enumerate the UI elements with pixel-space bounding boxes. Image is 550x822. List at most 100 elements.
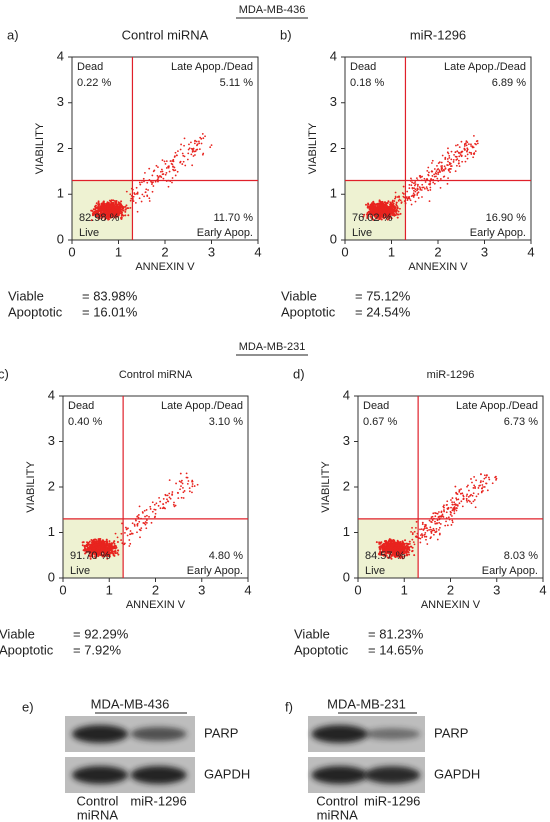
event-dot bbox=[423, 528, 425, 531]
event-dot bbox=[380, 218, 383, 221]
event-dot bbox=[394, 191, 397, 194]
event-dot bbox=[113, 199, 116, 202]
event-dot bbox=[174, 151, 177, 154]
event-dot bbox=[478, 484, 480, 487]
protein-label: PARP bbox=[204, 725, 238, 740]
x-tick-label: 2 bbox=[447, 582, 454, 597]
event-dot bbox=[114, 212, 117, 215]
y-tick-label: 0 bbox=[48, 569, 55, 584]
event-dot bbox=[174, 174, 177, 177]
event-dot bbox=[88, 548, 91, 551]
event-dot bbox=[145, 509, 148, 511]
event-dot bbox=[382, 547, 385, 550]
event-dot bbox=[105, 551, 108, 554]
event-dot bbox=[461, 505, 464, 508]
event-dot bbox=[171, 491, 174, 493]
event-dot bbox=[421, 523, 424, 526]
event-dot bbox=[373, 213, 376, 216]
event-dot bbox=[372, 200, 375, 203]
event-dot bbox=[435, 172, 438, 175]
event-dot bbox=[392, 206, 395, 209]
event-dot bbox=[464, 142, 467, 145]
stat-label: Apoptotic bbox=[281, 304, 336, 319]
event-dot bbox=[398, 195, 400, 198]
event-dot bbox=[423, 177, 426, 180]
event-dot bbox=[198, 148, 201, 151]
event-dot bbox=[438, 521, 441, 524]
event-dot bbox=[195, 148, 198, 151]
event-dot bbox=[180, 485, 182, 488]
y-tick-label: 4 bbox=[48, 387, 55, 402]
event-dot bbox=[104, 543, 107, 546]
event-dot bbox=[401, 557, 404, 560]
event-dot bbox=[419, 188, 422, 191]
event-dot bbox=[480, 491, 483, 494]
event-dot bbox=[378, 204, 381, 207]
event-dot bbox=[112, 207, 115, 210]
event-dot bbox=[193, 142, 196, 145]
event-dot bbox=[399, 544, 402, 547]
event-dot bbox=[173, 166, 176, 169]
event-dot bbox=[430, 528, 432, 531]
stat-label: Apoptotic bbox=[8, 304, 63, 319]
event-dot bbox=[443, 506, 445, 509]
event-dot bbox=[148, 197, 151, 200]
event-dot bbox=[99, 554, 102, 557]
event-dot bbox=[467, 143, 470, 146]
event-dot bbox=[466, 153, 469, 156]
event-dot bbox=[472, 492, 475, 495]
event-dot bbox=[444, 524, 447, 527]
event-dot bbox=[176, 491, 179, 494]
event-dot bbox=[159, 507, 162, 510]
event-dot bbox=[451, 501, 454, 504]
event-dot bbox=[482, 486, 484, 488]
event-dot bbox=[395, 212, 398, 215]
event-dot bbox=[447, 152, 450, 155]
event-dot bbox=[118, 204, 121, 207]
event-dot bbox=[434, 522, 437, 525]
event-dot bbox=[407, 196, 410, 199]
event-dot bbox=[436, 164, 438, 167]
event-dot bbox=[382, 212, 385, 215]
event-dot bbox=[408, 553, 411, 556]
event-dot bbox=[474, 506, 477, 509]
event-dot bbox=[85, 545, 88, 548]
event-dot bbox=[427, 166, 430, 169]
event-dot bbox=[138, 197, 141, 200]
event-dot bbox=[137, 513, 140, 516]
event-dot bbox=[88, 540, 91, 543]
event-dot bbox=[458, 165, 461, 168]
event-dot bbox=[392, 210, 395, 213]
x-tick-label: 1 bbox=[115, 244, 122, 259]
event-dot bbox=[192, 150, 195, 152]
event-dot bbox=[419, 528, 421, 531]
event-dot bbox=[107, 551, 110, 554]
stat-label: Apoptotic bbox=[294, 642, 349, 657]
event-dot bbox=[88, 543, 91, 546]
event-dot bbox=[149, 505, 152, 508]
event-dot bbox=[408, 184, 411, 186]
event-dot bbox=[449, 165, 452, 167]
event-dot bbox=[382, 207, 385, 210]
event-dot bbox=[101, 216, 104, 219]
event-dot bbox=[466, 157, 469, 160]
event-dot bbox=[102, 551, 105, 554]
quadrant-label: Early Apop. bbox=[470, 227, 526, 239]
panel-letter: e) bbox=[22, 699, 34, 714]
event-dot bbox=[383, 201, 386, 204]
event-dot bbox=[376, 210, 379, 213]
event-dot bbox=[200, 142, 203, 145]
event-dot bbox=[181, 152, 184, 155]
event-dot bbox=[473, 499, 476, 501]
event-dot bbox=[370, 211, 373, 214]
event-dot bbox=[95, 552, 98, 555]
event-dot bbox=[136, 522, 139, 525]
event-dot bbox=[417, 188, 419, 191]
y-tick-label: 2 bbox=[343, 478, 350, 493]
event-dot bbox=[425, 538, 427, 541]
event-dot bbox=[103, 552, 106, 555]
event-dot bbox=[186, 482, 189, 485]
event-dot bbox=[124, 214, 127, 217]
x-tick-label: 0 bbox=[59, 582, 66, 597]
event-dot bbox=[129, 193, 132, 196]
